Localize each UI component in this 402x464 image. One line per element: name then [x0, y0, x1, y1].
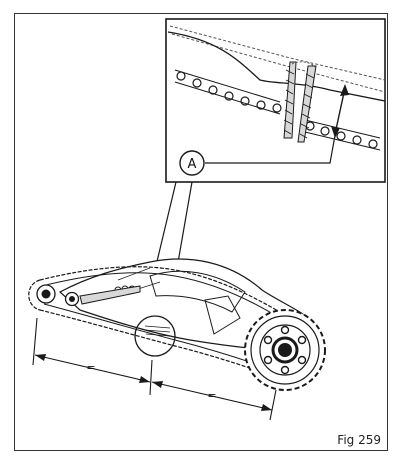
drivetrain	[28, 258, 326, 391]
figure-frame	[14, 13, 388, 451]
chain-upper-run	[39, 266, 291, 319]
rear-sprocket	[244, 309, 326, 391]
inset-frame	[165, 18, 386, 183]
sprocket-bolts	[263, 325, 307, 375]
equal-mark-right: =	[207, 389, 216, 402]
swingarm-body	[58, 258, 311, 353]
equal-mark-left: =	[86, 361, 95, 374]
callout-label: A	[188, 157, 197, 172]
callout-leader	[205, 129, 337, 164]
inset-chain-outline	[174, 69, 381, 151]
chain-tensioner	[79, 285, 141, 305]
dimension-arrowheads	[35, 354, 272, 411]
swingarm-panel	[149, 270, 246, 313]
inset-chain	[176, 71, 378, 149]
swingarm-edge-dashed	[169, 25, 386, 81]
callout-circle	[179, 150, 205, 176]
figure-caption: Fig 259	[337, 433, 381, 447]
dimension-lines	[32, 317, 277, 421]
magnifier-circle	[134, 315, 176, 357]
chain-upper-run-inner	[41, 272, 287, 323]
swingarm-cutout	[204, 295, 241, 335]
front-sprocket-hub	[41, 289, 51, 299]
swingarm-pivot-center	[69, 296, 75, 302]
chain-front-wrap	[28, 279, 41, 311]
chain-slider	[283, 61, 317, 143]
detail-inset: A	[165, 18, 386, 183]
chain-slider-main	[144, 325, 171, 337]
